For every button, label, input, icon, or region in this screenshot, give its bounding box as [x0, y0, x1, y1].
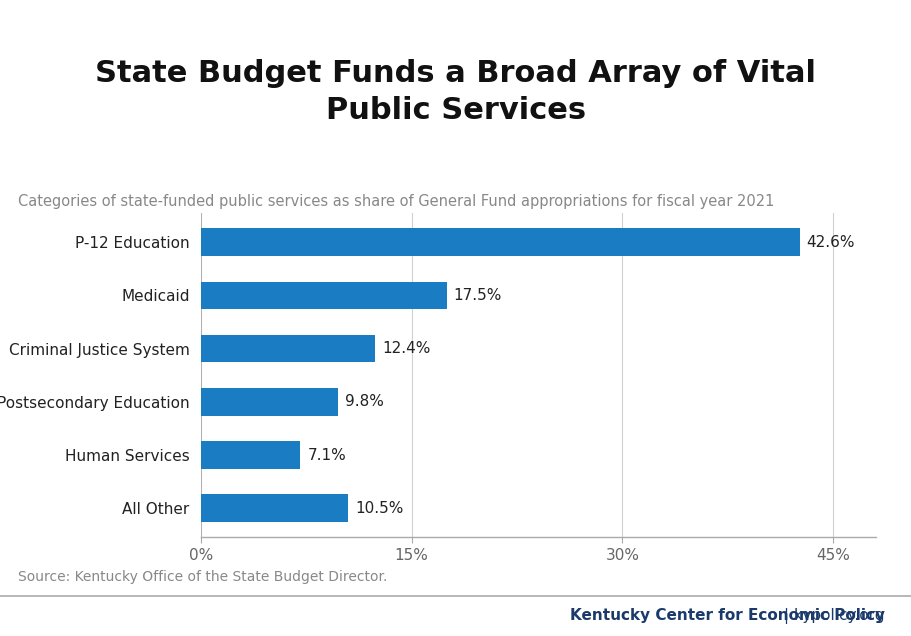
- Bar: [200, 335, 374, 363]
- Bar: [200, 282, 446, 309]
- Text: Categories of state-funded public services as share of General Fund appropriatio: Categories of state-funded public servic…: [18, 194, 773, 209]
- Text: | kypolicy.org: | kypolicy.org: [667, 607, 884, 624]
- Text: 7.1%: 7.1%: [307, 448, 346, 462]
- Text: 17.5%: 17.5%: [454, 288, 502, 303]
- Text: 9.8%: 9.8%: [345, 394, 384, 410]
- Bar: [200, 228, 799, 256]
- Text: State Budget Funds a Broad Array of Vital
Public Services: State Budget Funds a Broad Array of Vita…: [96, 59, 815, 125]
- Text: 12.4%: 12.4%: [382, 341, 430, 356]
- Text: Source: Kentucky Office of the State Budget Director.: Source: Kentucky Office of the State Bud…: [18, 570, 387, 584]
- Bar: [200, 494, 348, 522]
- Text: 10.5%: 10.5%: [355, 501, 404, 516]
- Text: Kentucky Center for Economic Policy: Kentucky Center for Economic Policy: [569, 608, 884, 623]
- Bar: [200, 388, 338, 416]
- Bar: [200, 441, 300, 469]
- Text: 42.6%: 42.6%: [805, 235, 855, 250]
